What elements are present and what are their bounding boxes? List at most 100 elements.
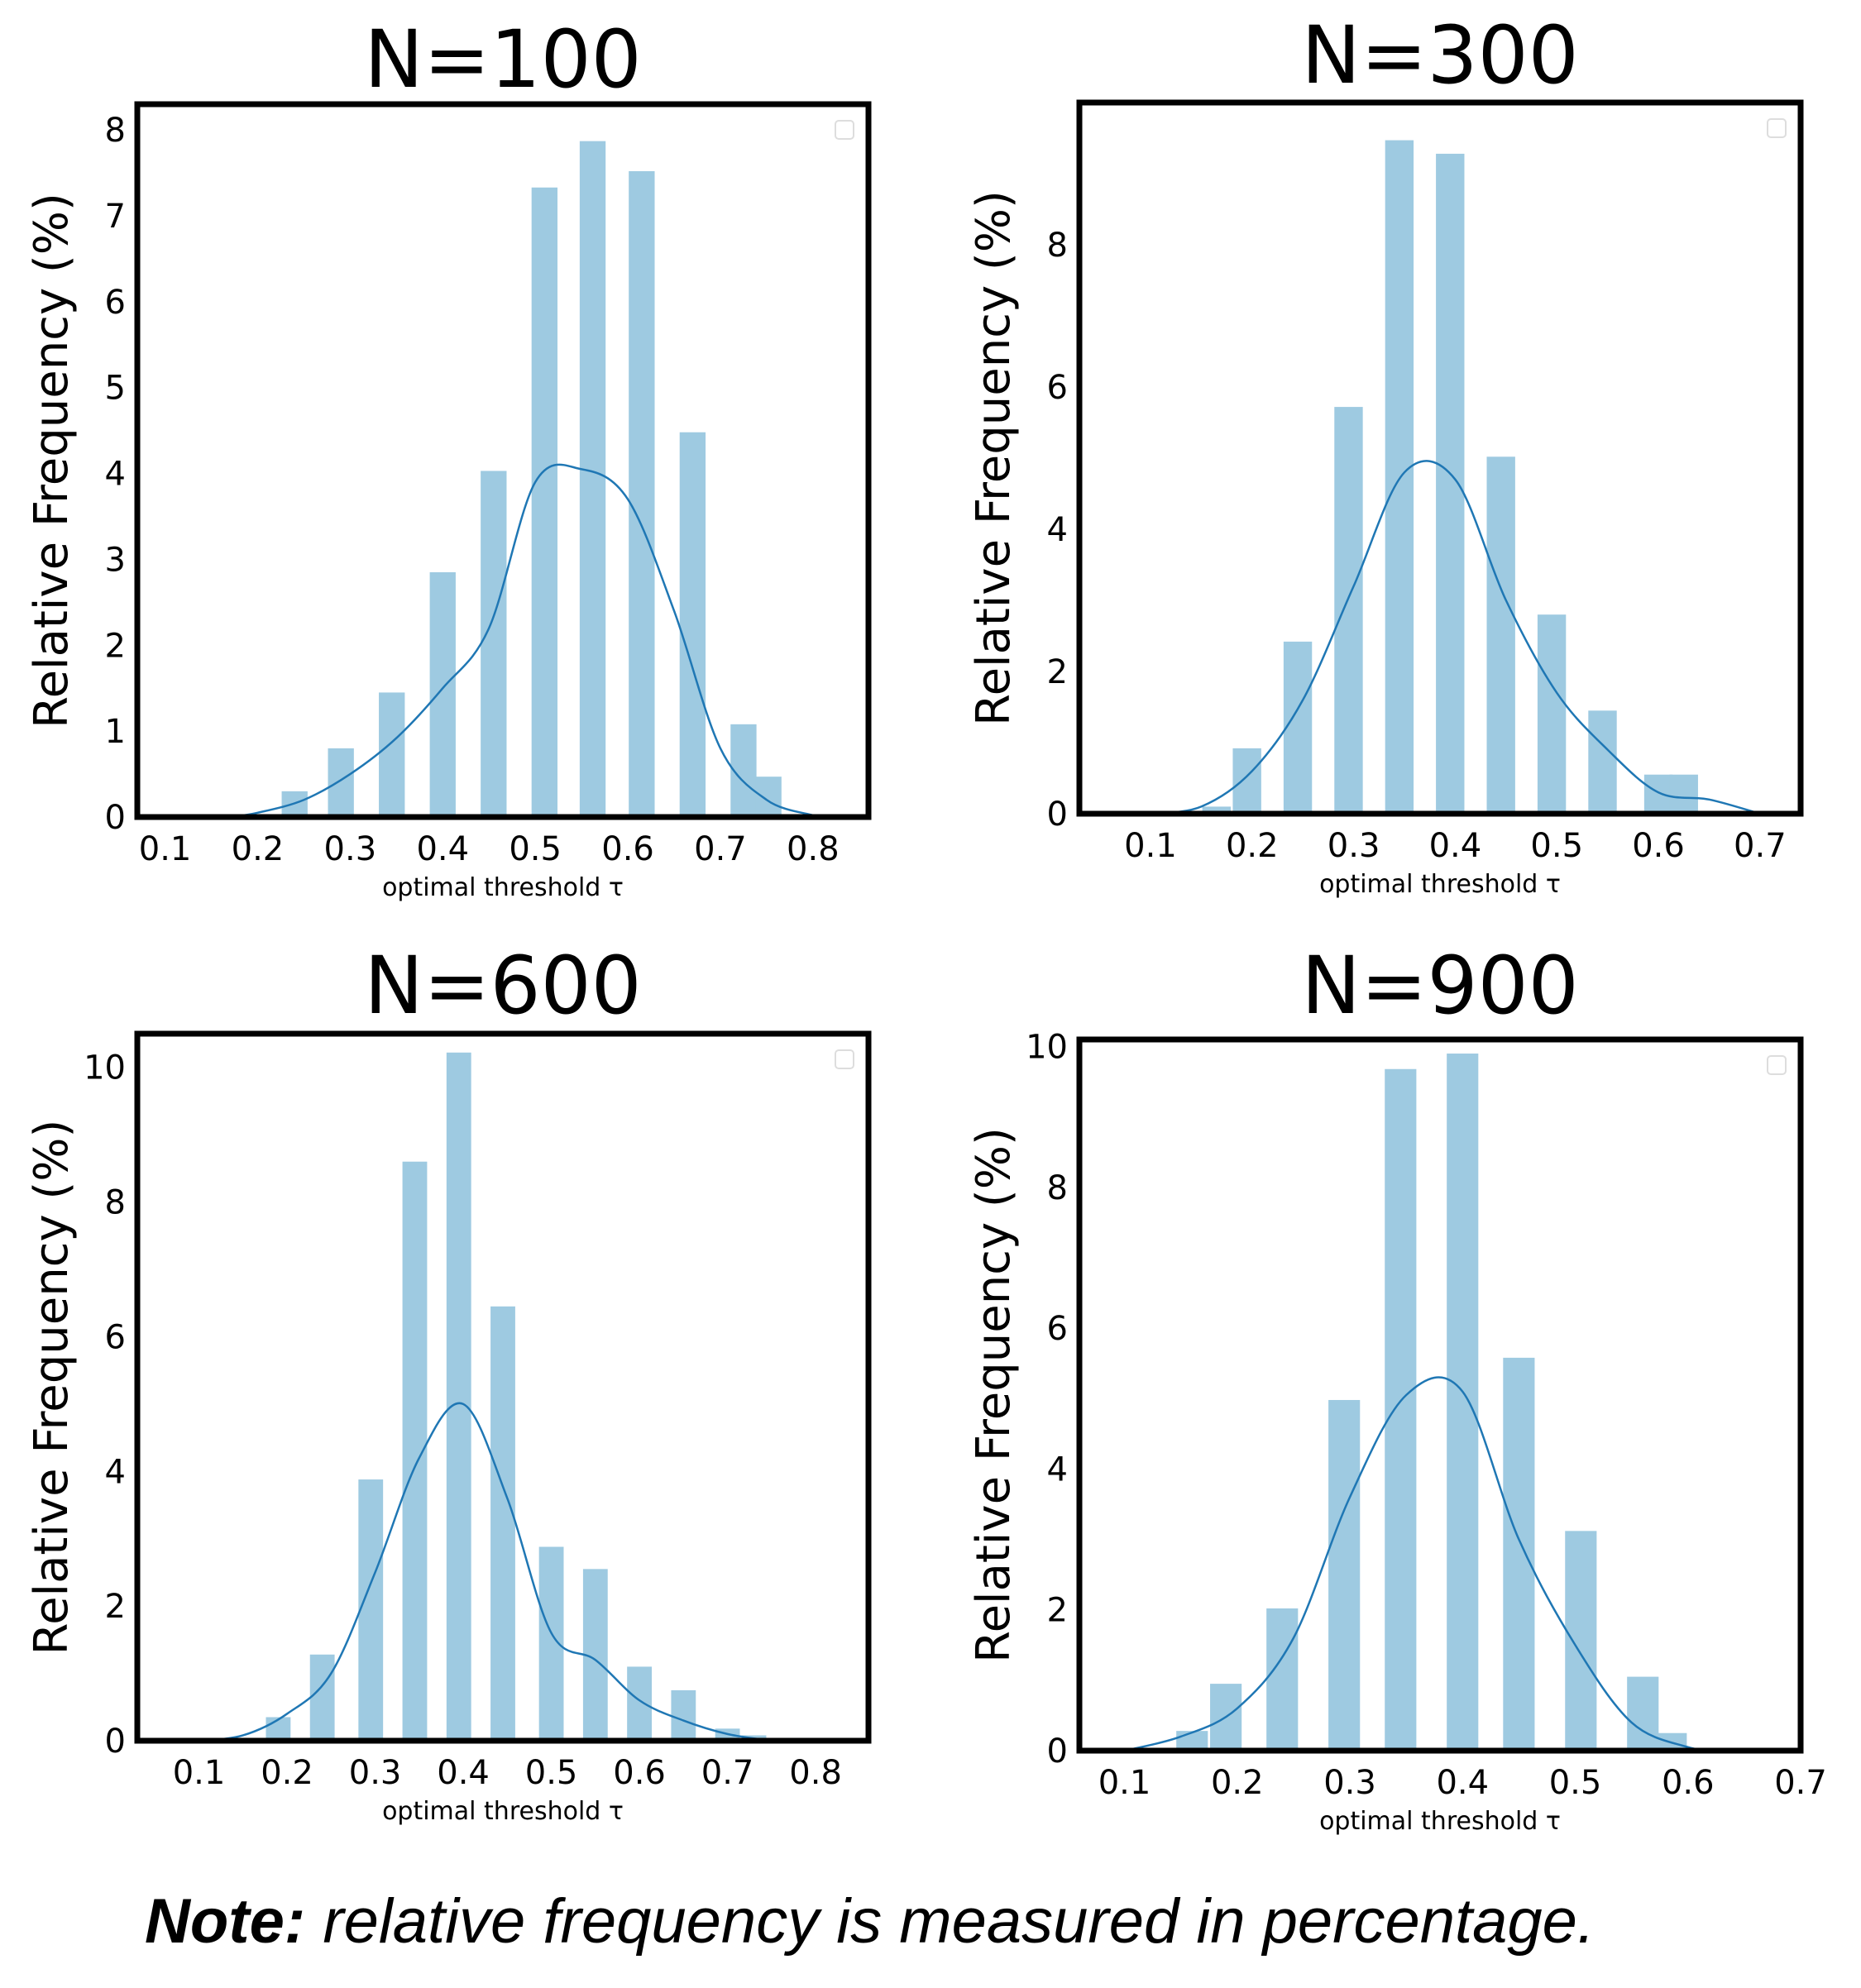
y-tick-label: 0 <box>1047 796 1068 834</box>
y-tick-label: 8 <box>1047 227 1068 265</box>
bar-5 <box>1447 1054 1479 1751</box>
y-tick-label: 0 <box>1047 1732 1068 1771</box>
bar-10 <box>1669 774 1698 814</box>
x-tick-label: 0.8 <box>789 1754 842 1792</box>
plot-frame <box>134 101 872 820</box>
y-tick-label: 6 <box>105 284 126 322</box>
x-tick-label: 0.2 <box>1226 827 1279 865</box>
bar-3 <box>1328 1399 1361 1751</box>
bar-2 <box>1266 1608 1299 1751</box>
y-tick-label: 4 <box>105 1453 126 1491</box>
y-tick-label: 7 <box>105 198 126 236</box>
y-axis-label: Relative Frequency (%) <box>967 1127 1021 1663</box>
bar-0 <box>266 1717 291 1741</box>
x-tick-label: 0.7 <box>694 830 747 868</box>
x-tick-label: 0.6 <box>601 830 654 868</box>
x-tick-label: 0.3 <box>1323 1764 1376 1802</box>
legend-box <box>1767 1055 1787 1075</box>
legend-box <box>835 120 854 140</box>
x-tick-label: 0.4 <box>416 830 469 868</box>
y-tick-label: 2 <box>105 627 126 665</box>
y-axis-label: Relative Frequency (%) <box>25 1120 79 1656</box>
bar-9 <box>1643 774 1673 814</box>
y-axis-label: Relative Frequency (%) <box>967 190 1021 726</box>
chart-n900: N=900 0.1 0.2 0.3 0.4 0.5 0.6 0.7 0 2 4 6 8 10 optimal… <box>930 910 1861 1861</box>
legend-box <box>835 1049 854 1069</box>
x-tick-label: 0.5 <box>525 1754 578 1792</box>
y-tick-label: 4 <box>1047 511 1068 549</box>
bar-1 <box>1232 748 1261 814</box>
kde-line <box>1124 1376 1722 1752</box>
x-tick-label: 0.2 <box>261 1754 313 1792</box>
bar-2 <box>379 692 405 817</box>
x-axis-label: optimal threshold τ <box>1319 1807 1561 1836</box>
chart-n100: N=100 0.1 0.2 0.3 0.4 0.5 0.6 0.7 0.8 0 1 2 3 4 5 6 7 8 op… <box>0 0 930 910</box>
plot-frame <box>1076 99 1804 817</box>
y-tick-label: 6 <box>105 1318 126 1356</box>
chart-title: N=100 <box>364 13 641 106</box>
x-tick-label: 0.7 <box>1774 1764 1827 1802</box>
y-tick-label: 6 <box>1047 1310 1068 1348</box>
bar-7 <box>629 171 655 818</box>
bar-5 <box>1436 153 1465 815</box>
x-tick-label: 0.5 <box>1549 1764 1602 1802</box>
x-tick-label: 0.1 <box>1124 827 1177 865</box>
chart-n300-svg: N=300 0.1 0.2 0.3 0.4 0.5 0.6 0.7 0 2 4 6 8 optimal t… <box>967 9 1804 899</box>
kde-line <box>229 463 814 819</box>
bar-2 <box>358 1479 384 1741</box>
plot-frame <box>134 1030 872 1744</box>
bar-8 <box>627 1666 652 1741</box>
y-tick-label: 4 <box>1047 1450 1068 1489</box>
bar-3 <box>1334 407 1363 814</box>
footnote-bold: Note: <box>145 1886 306 1957</box>
x-tick-label: 0.2 <box>232 830 285 868</box>
y-tick-label: 1 <box>105 713 126 751</box>
x-tick-label: 0.7 <box>701 1754 754 1792</box>
bar-1 <box>328 748 354 817</box>
chart-n900-svg: N=900 0.1 0.2 0.3 0.4 0.5 0.6 0.7 0 2 4 6 8 10 optimal… <box>967 939 1827 1836</box>
plot-frame <box>1076 1036 1804 1754</box>
x-axis-label: optimal threshold τ <box>382 873 624 902</box>
y-tick-label: 2 <box>1047 653 1068 691</box>
x-tick-label: 0.1 <box>139 830 192 868</box>
bar-2 <box>1283 641 1313 814</box>
x-axis-label: optimal threshold τ <box>1319 870 1561 899</box>
bar-9 <box>671 1689 696 1741</box>
x-tick-label: 0.3 <box>1328 827 1380 865</box>
bar-8 <box>1588 710 1617 814</box>
y-tick-label: 2 <box>1047 1592 1068 1630</box>
bar-0 <box>1176 1731 1208 1751</box>
bar-5 <box>490 1306 515 1741</box>
bar-0 <box>1202 806 1231 814</box>
chart-title: N=300 <box>1301 9 1578 102</box>
x-tick-label: 0.8 <box>787 830 840 868</box>
bar-5 <box>531 187 558 818</box>
chart-n100-svg: N=100 0.1 0.2 0.3 0.4 0.5 0.6 0.7 0.8 0 1 2 3 4 5 6 7 8 op… <box>25 13 872 902</box>
y-tick-label: 4 <box>105 456 126 494</box>
x-tick-label: 0.7 <box>1734 827 1787 865</box>
bar-4 <box>446 1052 471 1741</box>
chart-title: N=600 <box>364 939 641 1032</box>
y-tick-label: 10 <box>1026 1029 1068 1067</box>
x-tick-label: 0.4 <box>1429 827 1482 865</box>
chart-n300: N=300 0.1 0.2 0.3 0.4 0.5 0.6 0.7 0 2 4 6 8 optimal t… <box>930 0 1861 910</box>
bar-6 <box>1486 456 1515 814</box>
y-tick-label: 8 <box>1047 1169 1068 1207</box>
x-tick-label: 0.5 <box>509 830 562 868</box>
y-tick-label: 10 <box>84 1049 126 1087</box>
y-tick-label: 3 <box>105 541 126 579</box>
bar-6 <box>1503 1357 1535 1751</box>
x-tick-label: 0.4 <box>437 1754 490 1792</box>
y-tick-label: 8 <box>105 112 126 150</box>
bar-7 <box>1565 1531 1597 1751</box>
bar-4 <box>1385 1068 1417 1751</box>
x-tick-label: 0.1 <box>1098 1764 1151 1802</box>
x-tick-label: 0.4 <box>1436 1764 1489 1802</box>
bar-7 <box>1537 614 1567 814</box>
bar-1 <box>309 1654 335 1741</box>
y-tick-label: 2 <box>105 1588 126 1626</box>
x-tick-label: 0.6 <box>1632 827 1685 865</box>
legend-box <box>1767 118 1787 138</box>
y-tick-label: 0 <box>105 1723 126 1761</box>
x-tick-label: 0.1 <box>173 1754 226 1792</box>
